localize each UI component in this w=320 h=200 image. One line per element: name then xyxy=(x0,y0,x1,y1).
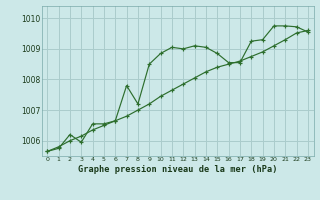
X-axis label: Graphe pression niveau de la mer (hPa): Graphe pression niveau de la mer (hPa) xyxy=(78,165,277,174)
